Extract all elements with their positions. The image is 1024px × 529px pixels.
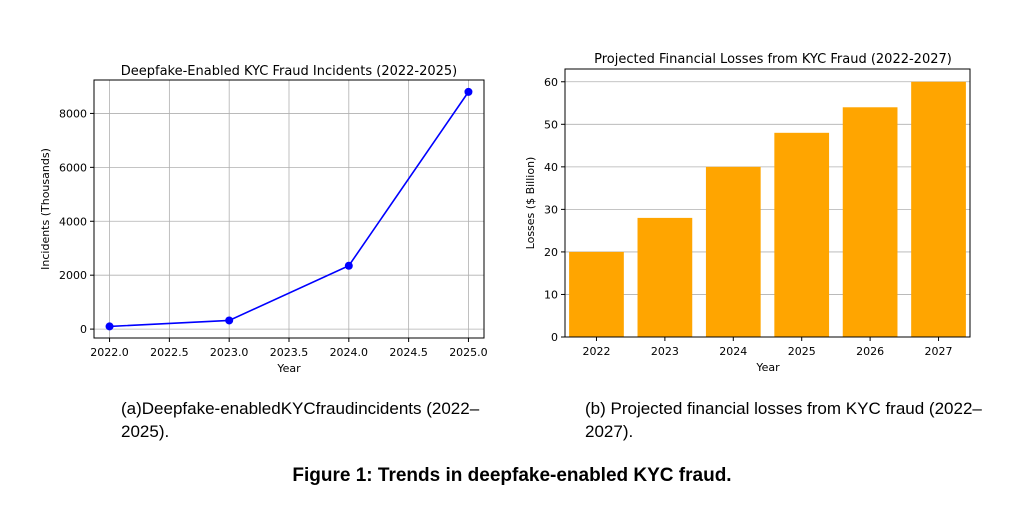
subfigure-a-caption: (a)Deepfake-enabledKYCfraudincidents (20… — [121, 399, 480, 441]
chart-b-bar — [705, 166, 761, 337]
chart-b-x-tick-label: 2025 — [788, 345, 816, 358]
chart-a-title: Deepfake-Enabled KYC Fraud Incidents (20… — [121, 64, 458, 79]
chart-a-x-tick-label: 2022.5 — [150, 346, 189, 359]
chart-b-y-tick-label: 20 — [544, 246, 558, 259]
chart-a-series-line — [109, 91, 470, 328]
chart-b-x-tick-label: 2026 — [856, 345, 884, 358]
chart-b-y-tick-label: 30 — [544, 203, 558, 216]
chart-b-xlabel: Year — [755, 361, 780, 374]
chart-b-bar — [774, 132, 830, 337]
chart-b-bar — [911, 81, 966, 337]
chart-a-x-tick-label: 2024.5 — [389, 346, 428, 359]
chart-a-x-tick-label: 2025.0 — [449, 346, 488, 359]
chart-b-bar — [842, 107, 898, 338]
chart-b-y-tick-label: 10 — [544, 288, 558, 301]
chart-a-data-point — [464, 87, 473, 96]
chart-b-plot-frame — [564, 68, 971, 338]
chart-b-x-tick-label: 2024 — [719, 345, 747, 358]
chart-a-y-tick-label: 2000 — [59, 269, 87, 282]
chart-b-y-tick-label: 0 — [551, 331, 558, 344]
chart-a-y-tick-label: 4000 — [59, 215, 87, 228]
chart-b-y-tick-label: 50 — [544, 118, 558, 131]
subfigure-b-caption: (b) Projected financial losses from KYC … — [585, 399, 982, 441]
incidents-line-chart: Deepfake-Enabled KYC Fraud Incidents (20… — [39, 64, 488, 375]
losses-bar-chart: Projected Financial Losses from KYC Frau… — [524, 52, 971, 374]
chart-a-xlabel: Year — [276, 362, 301, 375]
chart-a-data-point — [105, 322, 114, 331]
chart-b-ylabel: Losses ($ Billion) — [524, 157, 537, 250]
chart-a-x-tick-label: 2023.5 — [270, 346, 309, 359]
chart-b-y-tick-label: 40 — [544, 161, 558, 174]
chart-b-x-tick-label: 2022 — [582, 345, 610, 358]
chart-a-ylabel: Incidents (Thousands) — [39, 148, 52, 270]
chart-a-data-point — [344, 261, 353, 270]
chart-b-bar — [569, 251, 624, 337]
chart-a-y-tick-label: 8000 — [59, 107, 87, 120]
chart-b-x-tick-label: 2027 — [925, 345, 953, 358]
figure-caption: Figure 1: Trends in deepfake-enabled KYC… — [292, 465, 732, 486]
chart-a-y-tick-label: 6000 — [59, 161, 87, 174]
chart-b-y-tick-label: 60 — [544, 76, 558, 89]
chart-b-bar — [637, 217, 693, 337]
chart-a-y-tick-label: 0 — [80, 323, 87, 336]
chart-a-x-tick-label: 2022.0 — [90, 346, 129, 359]
chart-a-data-point — [225, 316, 234, 325]
chart-b-x-tick-label: 2023 — [651, 345, 679, 358]
chart-a-x-tick-label: 2023.0 — [210, 346, 249, 359]
chart-b-title: Projected Financial Losses from KYC Frau… — [594, 52, 952, 67]
chart-a-x-tick-label: 2024.0 — [330, 346, 369, 359]
